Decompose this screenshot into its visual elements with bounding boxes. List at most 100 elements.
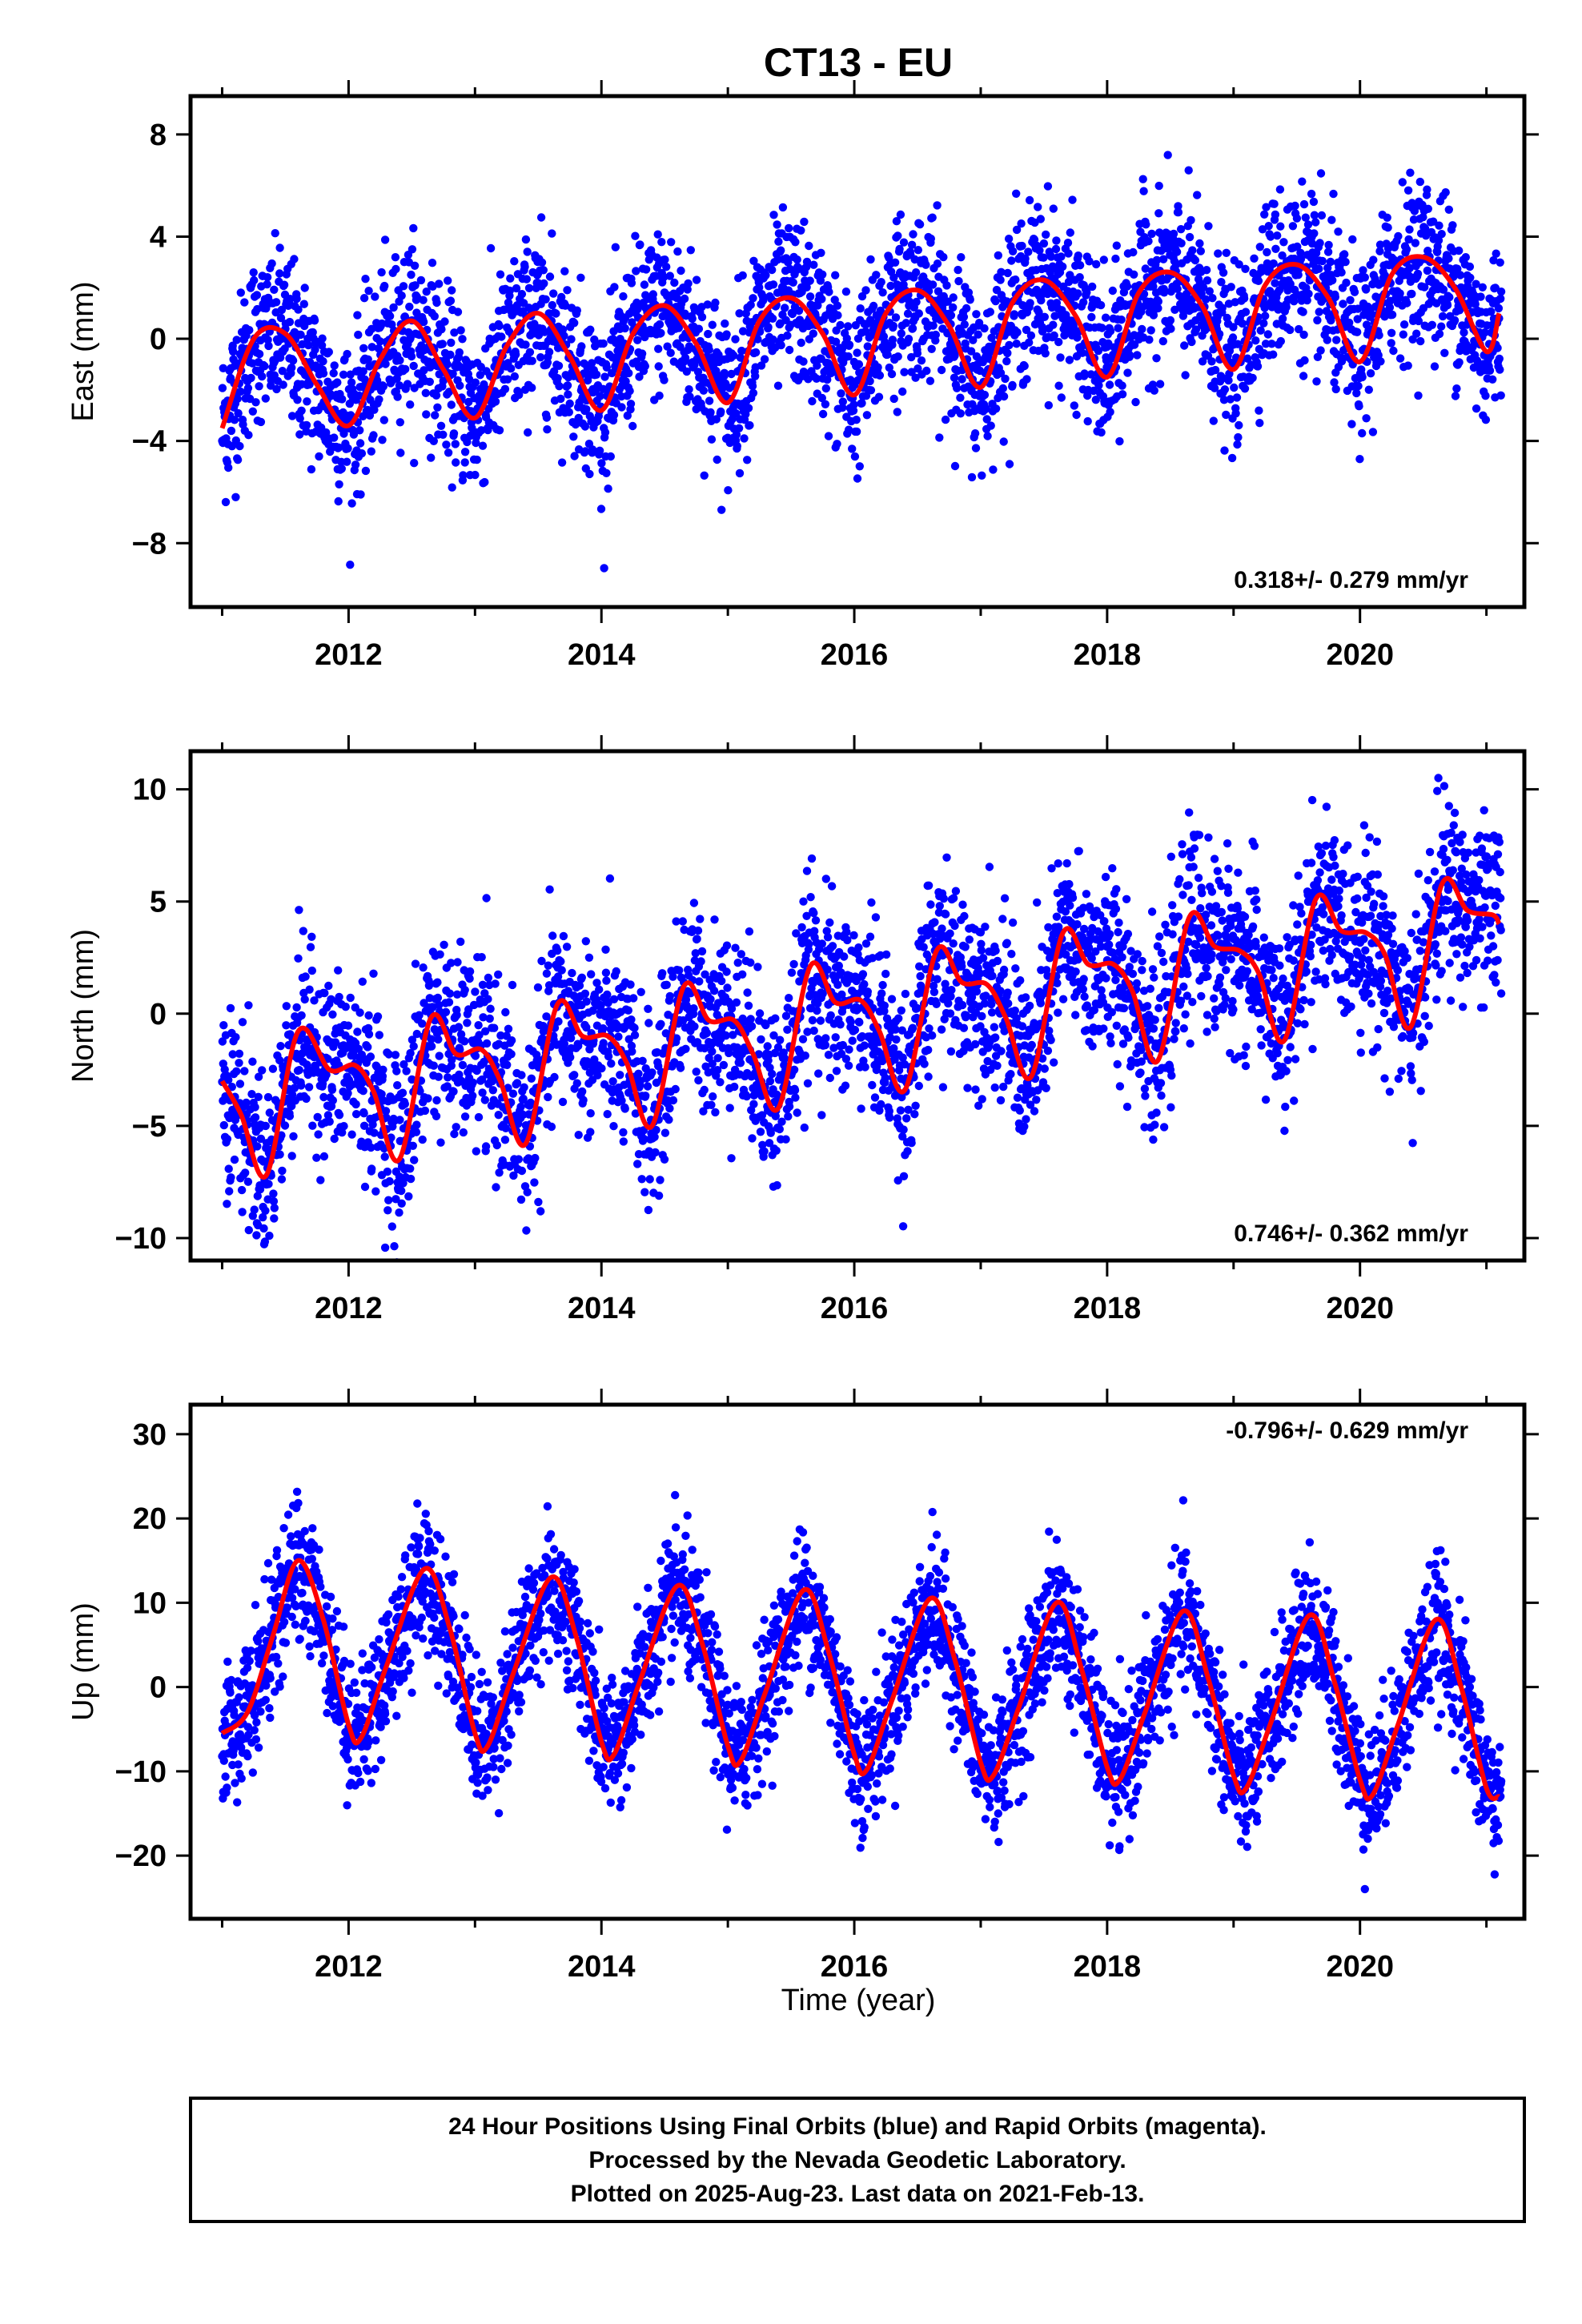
- east-point: [324, 348, 333, 356]
- east-point: [1307, 189, 1316, 199]
- east-point: [877, 278, 885, 287]
- east-point: [897, 329, 906, 338]
- east-point: [861, 286, 870, 295]
- east-point: [1118, 390, 1127, 399]
- north-point: [672, 917, 681, 926]
- east-point: [1313, 316, 1322, 325]
- east-point: [996, 275, 1005, 284]
- north-point: [256, 1134, 266, 1144]
- east-point: [451, 440, 460, 448]
- north-point: [223, 1200, 231, 1208]
- east-point: [1494, 304, 1504, 313]
- north-point: [330, 1134, 339, 1144]
- east-point: [1204, 222, 1213, 231]
- east-point: [1472, 404, 1481, 413]
- east-point: [330, 361, 339, 370]
- east-point: [677, 266, 685, 275]
- north-point: [599, 1039, 608, 1047]
- east-point: [781, 304, 789, 312]
- east-point: [805, 276, 814, 285]
- east-point: [440, 317, 449, 326]
- east-point: [315, 452, 323, 461]
- east-point: [885, 363, 894, 372]
- north-point: [474, 1021, 483, 1030]
- east-point: [619, 292, 628, 301]
- north-point: [570, 1071, 579, 1080]
- east-point: [708, 320, 717, 329]
- north-point: [397, 1186, 406, 1196]
- east-point: [347, 378, 356, 387]
- east-point: [833, 440, 841, 448]
- east-point: [1452, 384, 1461, 393]
- north-point: [722, 967, 731, 976]
- north-point: [278, 1166, 287, 1176]
- north-point: [319, 1092, 328, 1102]
- north-point: [675, 966, 684, 975]
- east-point: [1003, 268, 1012, 278]
- north-point: [582, 997, 591, 1006]
- east-point: [1423, 204, 1433, 213]
- north-point: [444, 1073, 452, 1082]
- north-point: [690, 956, 700, 965]
- east-point: [1057, 393, 1066, 402]
- north-point: [544, 1092, 552, 1102]
- north-point: [304, 1083, 314, 1092]
- east-point: [463, 437, 472, 447]
- north-point: [509, 1171, 518, 1180]
- east-point: [759, 296, 768, 305]
- east-point: [1495, 354, 1504, 364]
- east-point: [1064, 249, 1073, 258]
- east-point: [256, 417, 266, 427]
- east-point: [659, 272, 669, 282]
- east-point: [308, 328, 317, 337]
- east-point: [1065, 356, 1074, 364]
- east-point: [1159, 255, 1168, 263]
- north-point: [520, 1083, 528, 1092]
- east-point: [355, 391, 363, 400]
- east-point: [379, 382, 387, 391]
- east-point: [288, 356, 298, 365]
- east-point: [1228, 333, 1238, 342]
- east-point: [1368, 428, 1378, 436]
- north-point: [327, 1085, 337, 1095]
- east-point: [999, 437, 1008, 446]
- east-point: [745, 420, 754, 430]
- east-point: [749, 294, 757, 303]
- east-point: [998, 384, 1008, 393]
- east-point: [1138, 324, 1146, 334]
- north-point: [634, 1069, 643, 1079]
- north-point: [560, 1039, 569, 1048]
- north-point: [689, 899, 699, 907]
- east-point: [744, 404, 753, 412]
- east-point: [1091, 396, 1101, 404]
- east-point: [1455, 358, 1464, 367]
- east-point: [455, 348, 464, 357]
- east-point: [1147, 229, 1156, 239]
- north-point: [616, 1071, 624, 1080]
- east-point: [721, 319, 729, 328]
- east-point: [1010, 310, 1019, 319]
- north-point: [347, 1080, 357, 1089]
- east-point: [657, 238, 666, 247]
- north-point: [711, 1108, 720, 1117]
- north-point: [717, 976, 726, 986]
- east-point: [841, 287, 851, 296]
- north-point: [706, 995, 715, 1004]
- east-point: [351, 460, 360, 469]
- east-point: [233, 456, 243, 464]
- east-point: [1049, 320, 1058, 329]
- east-point: [585, 469, 594, 479]
- east-point: [635, 372, 644, 381]
- east-point: [1096, 300, 1106, 310]
- east-point: [606, 452, 615, 461]
- east-point: [272, 384, 281, 394]
- north-point: [243, 1177, 253, 1186]
- north-point: [456, 1045, 464, 1054]
- east-point: [982, 415, 991, 424]
- east-point: [1241, 308, 1251, 316]
- east-point: [338, 395, 347, 404]
- east-point: [1309, 197, 1319, 207]
- east-point: [1375, 247, 1384, 255]
- east-point: [950, 461, 960, 471]
- north-point: [665, 991, 674, 1001]
